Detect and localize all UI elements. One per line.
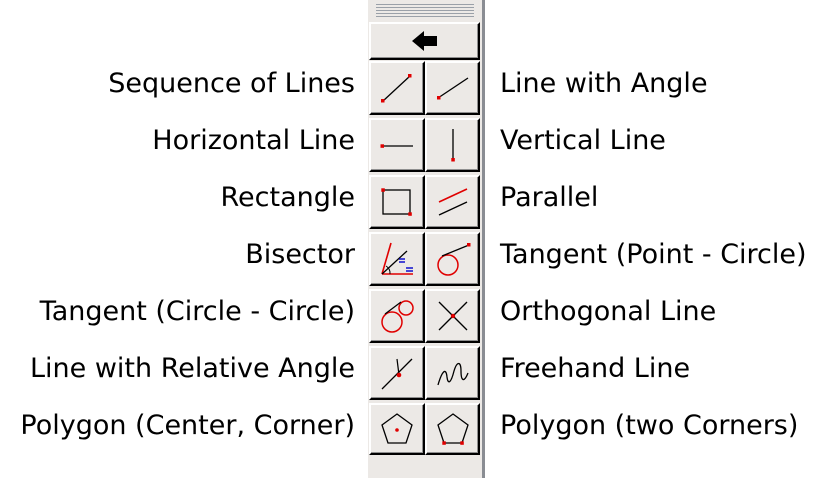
vertical-line-icon [450, 129, 455, 162]
sequence-of-lines-icon [381, 74, 412, 103]
label-bisector: Bisector [245, 239, 355, 270]
label-polygon-two-corners: Polygon (two Corners) [500, 410, 799, 441]
parallel-icon [438, 188, 467, 216]
back-arrow-icon [411, 31, 437, 51]
polygon-center-corner-button[interactable] [369, 403, 425, 455]
label-freehand-line: Freehand Line [500, 353, 691, 384]
label-horizontal-line: Horizontal Line [152, 125, 355, 156]
line-relative-angle-button[interactable] [369, 346, 425, 400]
tangent-point-circle-icon [436, 243, 470, 276]
label-tangent-circle-circle: Tangent (Circle - Circle) [39, 296, 355, 327]
horizontal-line-button[interactable] [369, 118, 425, 172]
label-rectangle: Rectangle [220, 182, 356, 213]
freehand-line-icon [436, 362, 469, 386]
horizontal-line-icon [380, 144, 413, 148]
label-sequence-of-lines: Sequence of Lines [108, 68, 355, 99]
polygon-two-corners-button[interactable] [425, 403, 480, 455]
polygon-two-corners-icon [436, 413, 469, 445]
toolbar-grip-handle[interactable] [376, 4, 474, 18]
label-vertical-line: Vertical Line [500, 125, 666, 156]
label-tangent-point-circle: Tangent (Point - Circle) [500, 239, 807, 270]
tangent-circle-circle-icon [381, 300, 414, 333]
freehand-line-button[interactable] [425, 346, 480, 400]
tangent-point-circle-button[interactable] [425, 232, 480, 286]
orthogonal-line-button[interactable] [425, 289, 480, 343]
sequence-of-lines-button[interactable] [369, 61, 425, 115]
polygon-center-corner-icon [381, 413, 413, 444]
label-line-relative-angle: Line with Relative Angle [29, 353, 355, 384]
label-line-with-angle: Line with Angle [500, 68, 708, 99]
bisector-icon [381, 242, 413, 275]
label-orthogonal-line: Orthogonal Line [500, 296, 717, 327]
vertical-line-button[interactable] [425, 118, 480, 172]
parallel-button[interactable] [425, 175, 480, 229]
back-button[interactable] [369, 22, 480, 60]
line-with-angle-icon [436, 77, 468, 100]
line-with-angle-button[interactable] [425, 61, 480, 115]
tangent-circle-circle-button[interactable] [369, 289, 425, 343]
bisector-button[interactable] [369, 232, 425, 286]
label-parallel: Parallel [500, 182, 599, 213]
rectangle-icon [381, 188, 412, 216]
toolbar-divider [482, 0, 485, 478]
label-polygon-center-corner: Polygon (Center, Corner) [20, 410, 355, 441]
orthogonal-line-icon [438, 301, 467, 331]
rectangle-button[interactable] [369, 175, 425, 229]
line-relative-angle-icon [381, 358, 413, 390]
